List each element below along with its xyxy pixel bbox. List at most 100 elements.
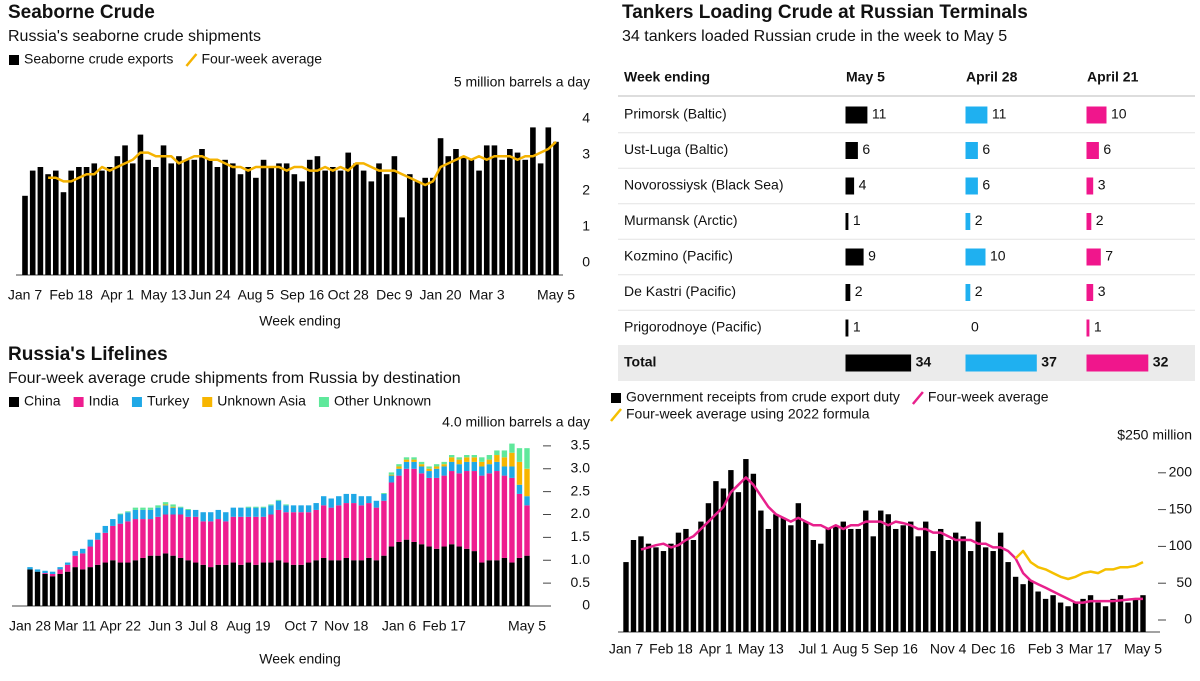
x-tick-label: Mar 11	[54, 618, 97, 634]
y-tick-label: 1	[582, 218, 590, 234]
bar-segment	[403, 461, 410, 469]
legend-swatch	[911, 391, 924, 405]
bar-segment	[509, 562, 515, 606]
bar	[675, 532, 682, 632]
bar	[818, 543, 824, 632]
bar	[743, 459, 749, 632]
legend-swatch	[131, 397, 142, 407]
table-bar	[1086, 248, 1101, 266]
bar-value: 0	[971, 319, 979, 335]
bar-segment	[200, 512, 206, 522]
bar-segment	[283, 562, 289, 606]
x-tick-label: Jan 28	[9, 618, 51, 634]
bar	[122, 145, 128, 275]
line	[1014, 549, 1144, 581]
bar-segment	[147, 555, 154, 606]
bar	[537, 163, 544, 275]
bar	[345, 152, 352, 275]
bar-segment	[351, 493, 357, 504]
bar-segment	[27, 567, 33, 570]
bar-segment	[49, 573, 56, 577]
bar-segment	[275, 500, 282, 510]
bar-segment	[411, 457, 417, 460]
bar-segment	[411, 459, 417, 462]
bar-segment	[501, 475, 508, 558]
bar	[83, 167, 90, 275]
chart-title: Seaborne Crude	[8, 2, 155, 23]
x-tick-label: Aug 5	[238, 287, 275, 303]
bar-segment	[456, 459, 462, 465]
bar	[870, 536, 876, 632]
bar-segment	[132, 509, 139, 520]
bar-segment	[448, 461, 455, 472]
bar-segment	[456, 546, 462, 606]
bar-segment	[185, 560, 191, 606]
bar-segment	[95, 539, 101, 565]
bar	[630, 540, 637, 632]
bar-value: 2	[975, 283, 983, 299]
bar-segment	[260, 562, 267, 606]
bar-segment	[275, 560, 282, 606]
row-label: Prigorodnoye (Pacific)	[624, 319, 762, 335]
bar-segment	[471, 551, 477, 606]
bar	[399, 217, 405, 275]
bar-segment	[170, 507, 176, 515]
bar-segment	[80, 553, 86, 570]
bar	[522, 159, 529, 275]
bar-segment	[336, 496, 342, 506]
bar	[908, 521, 914, 632]
bar-segment	[253, 506, 259, 508]
x-tick-label: Jul 1	[799, 641, 829, 657]
y-tick-label: 2.5	[571, 482, 591, 498]
bar-segment	[162, 553, 169, 606]
bar-segment	[418, 464, 425, 467]
x-tick-label: Apr 22	[100, 618, 141, 634]
row-label: Primorsk (Baltic)	[624, 106, 727, 122]
bar-segment	[87, 546, 93, 568]
table-bar	[845, 213, 849, 230]
bar-segment	[215, 519, 221, 565]
y-tick-label: 4.0 million barrels a day	[442, 414, 590, 430]
legend-swatch	[9, 397, 19, 407]
y-tick-label: 2.0	[571, 505, 591, 521]
bar-segment	[464, 471, 470, 549]
bar-segment	[57, 569, 63, 574]
bar-segment	[253, 507, 259, 517]
bar	[368, 181, 375, 275]
bar	[683, 528, 689, 632]
bar-value: 7	[1105, 248, 1113, 264]
bar-segment	[95, 532, 101, 540]
x-tick-label: Jan 7	[8, 287, 42, 303]
bar	[353, 163, 359, 275]
bar	[176, 156, 182, 275]
bar	[491, 145, 498, 275]
y-tick-label: 1.5	[571, 528, 591, 544]
y-tick-label: 5 million barrels a day	[454, 74, 590, 90]
table-bar	[965, 248, 986, 266]
bar	[391, 156, 398, 275]
bar-segment	[448, 544, 455, 606]
bar-segment	[147, 519, 154, 556]
bar-segment	[290, 512, 297, 565]
bar	[499, 159, 505, 275]
bar	[430, 177, 436, 275]
bar-segment	[494, 560, 500, 606]
bar	[422, 177, 428, 275]
bar-segment	[328, 498, 334, 508]
table-bar	[845, 248, 864, 266]
bar	[1140, 595, 1146, 632]
bar	[306, 159, 313, 275]
bar-value: 2	[975, 212, 983, 228]
table-bar	[845, 319, 849, 337]
chart-title: Tankers Loading Crude at Russian Termina…	[622, 2, 1028, 23]
bar-segment	[117, 523, 124, 563]
y-tick-label: 3	[582, 146, 590, 162]
bar	[660, 551, 667, 632]
bar-segment	[57, 573, 63, 606]
bar	[291, 174, 298, 275]
bar	[945, 540, 951, 632]
bar	[1065, 606, 1071, 632]
bar-segment	[313, 509, 319, 561]
bar	[553, 141, 559, 275]
bar	[990, 551, 996, 632]
